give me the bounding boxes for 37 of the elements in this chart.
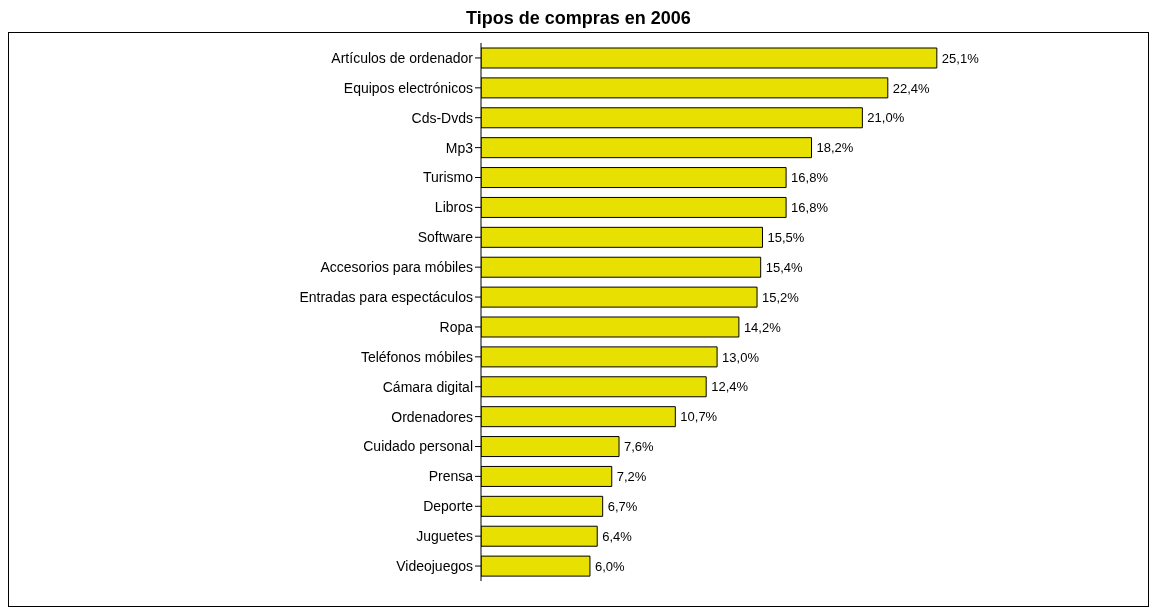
y-tick-label: Libros — [434, 199, 473, 216]
data-label: 6,4% — [602, 528, 633, 544]
y-tick-label: Ordenadores — [391, 408, 473, 425]
data-label: 22,4% — [892, 80, 931, 96]
data-label: 15,5% — [767, 229, 805, 245]
data-label: 13,0% — [722, 349, 760, 365]
y-tick-label: Juguetes — [416, 528, 473, 545]
y-tick-label: Deporte — [423, 498, 474, 515]
data-label: 6,7% — [607, 498, 638, 514]
y-tick-label: Software — [417, 229, 474, 246]
y-tick-label: Equipos electrónicos — [343, 79, 473, 96]
data-label: 15,4% — [765, 259, 803, 275]
y-tick-label: Turismo — [422, 169, 474, 186]
y-tick-label: Teléfonos móbiles — [360, 348, 473, 365]
data-label: 16,8% — [791, 200, 829, 216]
data-label: 10,7% — [680, 409, 718, 425]
data-label: 12,4% — [711, 379, 749, 395]
data-label: 7,2% — [616, 469, 647, 485]
data-label: 14,2% — [743, 319, 782, 335]
y-tick-label: Entradas para espectáculos — [299, 289, 473, 306]
data-label: 25,1% — [941, 50, 980, 66]
y-tick-label: Videojuegos — [396, 558, 473, 575]
y-tick-label: Accesorios para móbiles — [320, 259, 473, 276]
data-label: 21,0% — [867, 110, 905, 126]
y-tick-label: Ropa — [439, 318, 474, 335]
data-label: 15,2% — [762, 289, 800, 305]
y-tick-label: Cds-Dvds — [411, 109, 473, 126]
y-tick-label: Cuidado personal — [363, 438, 473, 455]
y-tick-label: Mp3 — [445, 139, 474, 156]
y-tick-label: Cámara digital — [382, 378, 473, 395]
data-label: 18,2% — [816, 140, 854, 156]
data-label: 7,6% — [624, 439, 655, 455]
chart-title: Tipos de compras en 2006 — [465, 8, 692, 30]
data-label: 16,8% — [791, 170, 829, 186]
y-tick-label: Prensa — [428, 468, 474, 485]
y-tick-label: Artículos de ordenador — [331, 49, 474, 66]
data-label: 6,0% — [594, 558, 626, 574]
